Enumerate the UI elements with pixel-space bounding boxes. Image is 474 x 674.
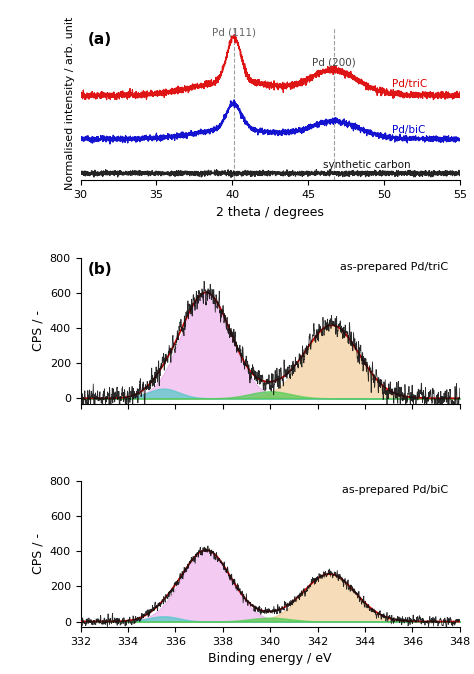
Y-axis label: CPS / -: CPS / -: [31, 310, 44, 351]
Text: as-prepared Pd/triC: as-prepared Pd/triC: [340, 262, 448, 272]
Text: Pd/triC: Pd/triC: [392, 79, 427, 88]
Text: (a): (a): [88, 32, 112, 47]
Text: synthetic carbon: synthetic carbon: [323, 160, 411, 170]
Text: (b): (b): [88, 262, 113, 277]
Text: Pd (200): Pd (200): [312, 57, 356, 67]
X-axis label: 2 theta / degrees: 2 theta / degrees: [216, 206, 324, 218]
Y-axis label: Normalised intensity / arb. unit: Normalised intensity / arb. unit: [65, 17, 75, 190]
Text: Pd (111): Pd (111): [212, 28, 256, 38]
Y-axis label: CPS / -: CPS / -: [31, 533, 44, 574]
Text: as-prepared Pd/biC: as-prepared Pd/biC: [342, 485, 448, 495]
Text: Pd/biC: Pd/biC: [392, 125, 425, 135]
X-axis label: Binding energy / eV: Binding energy / eV: [209, 652, 332, 665]
